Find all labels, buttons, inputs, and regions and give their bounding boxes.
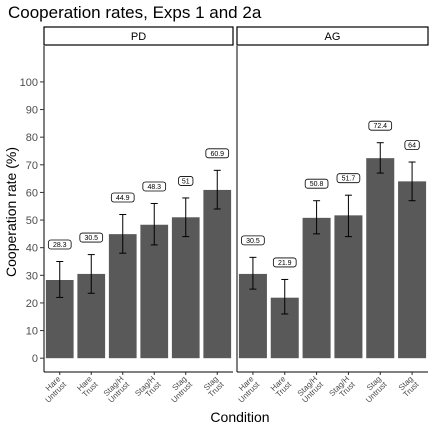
data-label-box xyxy=(205,148,230,159)
data-label-box xyxy=(404,140,420,150)
bar-group: 60.9 xyxy=(203,148,232,359)
facet-strip xyxy=(43,26,234,46)
bar-group: 50.8 xyxy=(302,178,331,359)
bar xyxy=(302,217,331,359)
y-axis-title: Cooperation rate (%) xyxy=(3,147,19,277)
data-label: 51 xyxy=(182,178,190,185)
y-tick-label: 70 xyxy=(26,160,38,172)
data-label: 51.7 xyxy=(342,176,356,183)
data-label-box xyxy=(336,173,361,184)
bar xyxy=(398,181,427,359)
y-tick-label: 60 xyxy=(26,187,38,199)
data-label-box xyxy=(241,235,265,246)
data-label: 30.5 xyxy=(84,235,98,242)
y-tick-label: 30 xyxy=(26,270,38,282)
bar-group: 51.7 xyxy=(334,173,363,359)
data-label: 30.5 xyxy=(246,238,260,245)
data-label: 64 xyxy=(408,143,416,150)
y-tick-label: 80 xyxy=(26,132,38,144)
data-label-box xyxy=(272,257,297,268)
bar-group: 30.5 xyxy=(77,232,106,359)
data-label: 44.9 xyxy=(116,195,130,202)
bar xyxy=(366,158,395,359)
bar xyxy=(171,217,200,359)
y-tick-label: 0 xyxy=(32,353,38,365)
y-tick-label: 90 xyxy=(26,105,38,117)
data-label: 48.3 xyxy=(147,184,161,191)
y-tick-label: 50 xyxy=(26,215,38,227)
data-label: 21.9 xyxy=(278,260,292,267)
bar-group: 48.3 xyxy=(140,181,169,359)
data-label-box xyxy=(304,178,329,189)
bar-group: 30.5 xyxy=(238,235,267,359)
bar-group: 51 xyxy=(171,176,200,359)
data-label-box xyxy=(178,176,194,186)
data-label-box xyxy=(110,192,135,203)
chart-title: Cooperation rates, Exps 1 and 2a xyxy=(8,3,262,22)
bar-group: 44.9 xyxy=(108,192,137,359)
y-tick-label: 100 xyxy=(20,77,38,89)
data-label: 60.9 xyxy=(210,151,224,158)
data-label: 50.8 xyxy=(310,181,324,188)
y-tick-label: 20 xyxy=(26,298,38,310)
data-label-box xyxy=(142,181,167,192)
facet-strip xyxy=(236,26,429,46)
bar xyxy=(203,189,232,359)
data-label-box xyxy=(368,120,393,131)
y-axis: 0 10 20 30 40 50 60 70 80 90 100 xyxy=(20,77,44,365)
bar-group: 64 xyxy=(398,140,427,359)
bar xyxy=(108,234,137,359)
bar xyxy=(140,224,169,359)
facet-strip-label: AG xyxy=(325,31,341,43)
x-axis-title: Condition xyxy=(210,409,269,425)
bar xyxy=(334,215,363,359)
data-label-box xyxy=(47,239,72,250)
data-label: 72.4 xyxy=(373,123,387,130)
bar-group: 28.3 xyxy=(45,239,74,359)
y-tick-label: 10 xyxy=(26,326,38,338)
bar-group: 21.9 xyxy=(270,257,299,359)
facet-strip-label: PD xyxy=(131,31,146,43)
data-label-box xyxy=(79,232,104,243)
data-label: 28.3 xyxy=(53,242,67,249)
bar-group: 72.4 xyxy=(366,120,395,359)
y-tick-label: 40 xyxy=(26,243,38,255)
